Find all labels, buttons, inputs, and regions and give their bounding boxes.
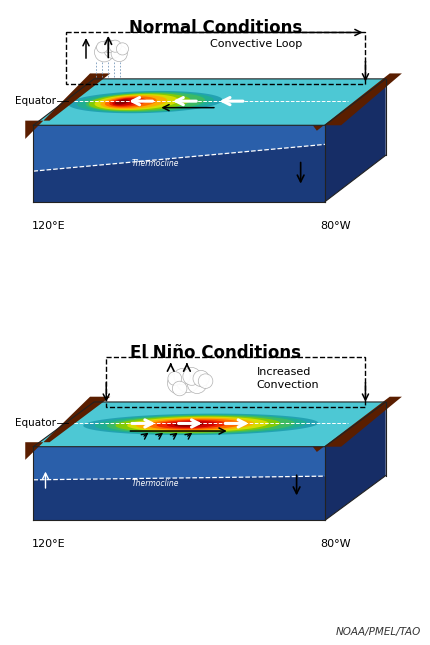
Circle shape xyxy=(116,43,128,55)
Circle shape xyxy=(174,368,190,385)
Polygon shape xyxy=(127,417,268,432)
Polygon shape xyxy=(33,125,324,171)
Polygon shape xyxy=(25,397,110,460)
Text: 120°E: 120°E xyxy=(31,539,65,549)
Polygon shape xyxy=(166,421,217,428)
Text: Thermocline: Thermocline xyxy=(132,159,179,168)
Text: Increased
Convection: Increased Convection xyxy=(256,366,319,390)
Polygon shape xyxy=(83,413,317,435)
Polygon shape xyxy=(68,91,222,114)
Circle shape xyxy=(182,368,200,385)
Circle shape xyxy=(111,45,127,62)
Polygon shape xyxy=(112,99,137,106)
Polygon shape xyxy=(100,95,167,109)
Polygon shape xyxy=(25,74,110,139)
Text: 80°W: 80°W xyxy=(319,221,350,231)
Polygon shape xyxy=(324,79,385,202)
Circle shape xyxy=(96,41,108,53)
Polygon shape xyxy=(33,447,324,480)
Polygon shape xyxy=(147,419,242,430)
Circle shape xyxy=(109,40,121,52)
Polygon shape xyxy=(95,414,306,434)
Polygon shape xyxy=(106,415,294,433)
Circle shape xyxy=(168,372,181,386)
Text: Equator: Equator xyxy=(15,419,56,428)
Polygon shape xyxy=(135,417,253,431)
Polygon shape xyxy=(94,94,178,110)
Circle shape xyxy=(198,374,212,388)
Circle shape xyxy=(102,40,115,53)
Polygon shape xyxy=(33,79,385,125)
Circle shape xyxy=(94,43,114,62)
Circle shape xyxy=(167,373,188,394)
Text: Normal Conditions: Normal Conditions xyxy=(129,19,301,37)
Circle shape xyxy=(176,370,199,392)
Polygon shape xyxy=(33,125,324,202)
Text: 80°W: 80°W xyxy=(319,539,350,549)
Text: Convective Loop: Convective Loop xyxy=(209,39,301,49)
Polygon shape xyxy=(77,92,213,112)
Polygon shape xyxy=(33,402,385,447)
Circle shape xyxy=(172,381,187,396)
Polygon shape xyxy=(174,422,203,427)
Circle shape xyxy=(187,374,206,393)
Polygon shape xyxy=(86,92,205,112)
Polygon shape xyxy=(324,402,385,521)
Text: El Niño Conditions: El Niño Conditions xyxy=(130,344,300,362)
Circle shape xyxy=(104,41,121,58)
Polygon shape xyxy=(109,97,146,106)
Text: Thermocline: Thermocline xyxy=(132,479,179,488)
Polygon shape xyxy=(156,420,227,429)
Polygon shape xyxy=(104,96,157,108)
Polygon shape xyxy=(114,99,129,104)
Text: 120°E: 120°E xyxy=(31,221,65,231)
Text: Equator: Equator xyxy=(15,96,56,106)
Text: NOAA/PMEL/TAO: NOAA/PMEL/TAO xyxy=(335,627,420,637)
Polygon shape xyxy=(312,397,401,452)
Polygon shape xyxy=(33,447,324,521)
Circle shape xyxy=(193,370,209,386)
Polygon shape xyxy=(312,74,401,131)
Polygon shape xyxy=(115,416,280,433)
Polygon shape xyxy=(89,94,190,111)
